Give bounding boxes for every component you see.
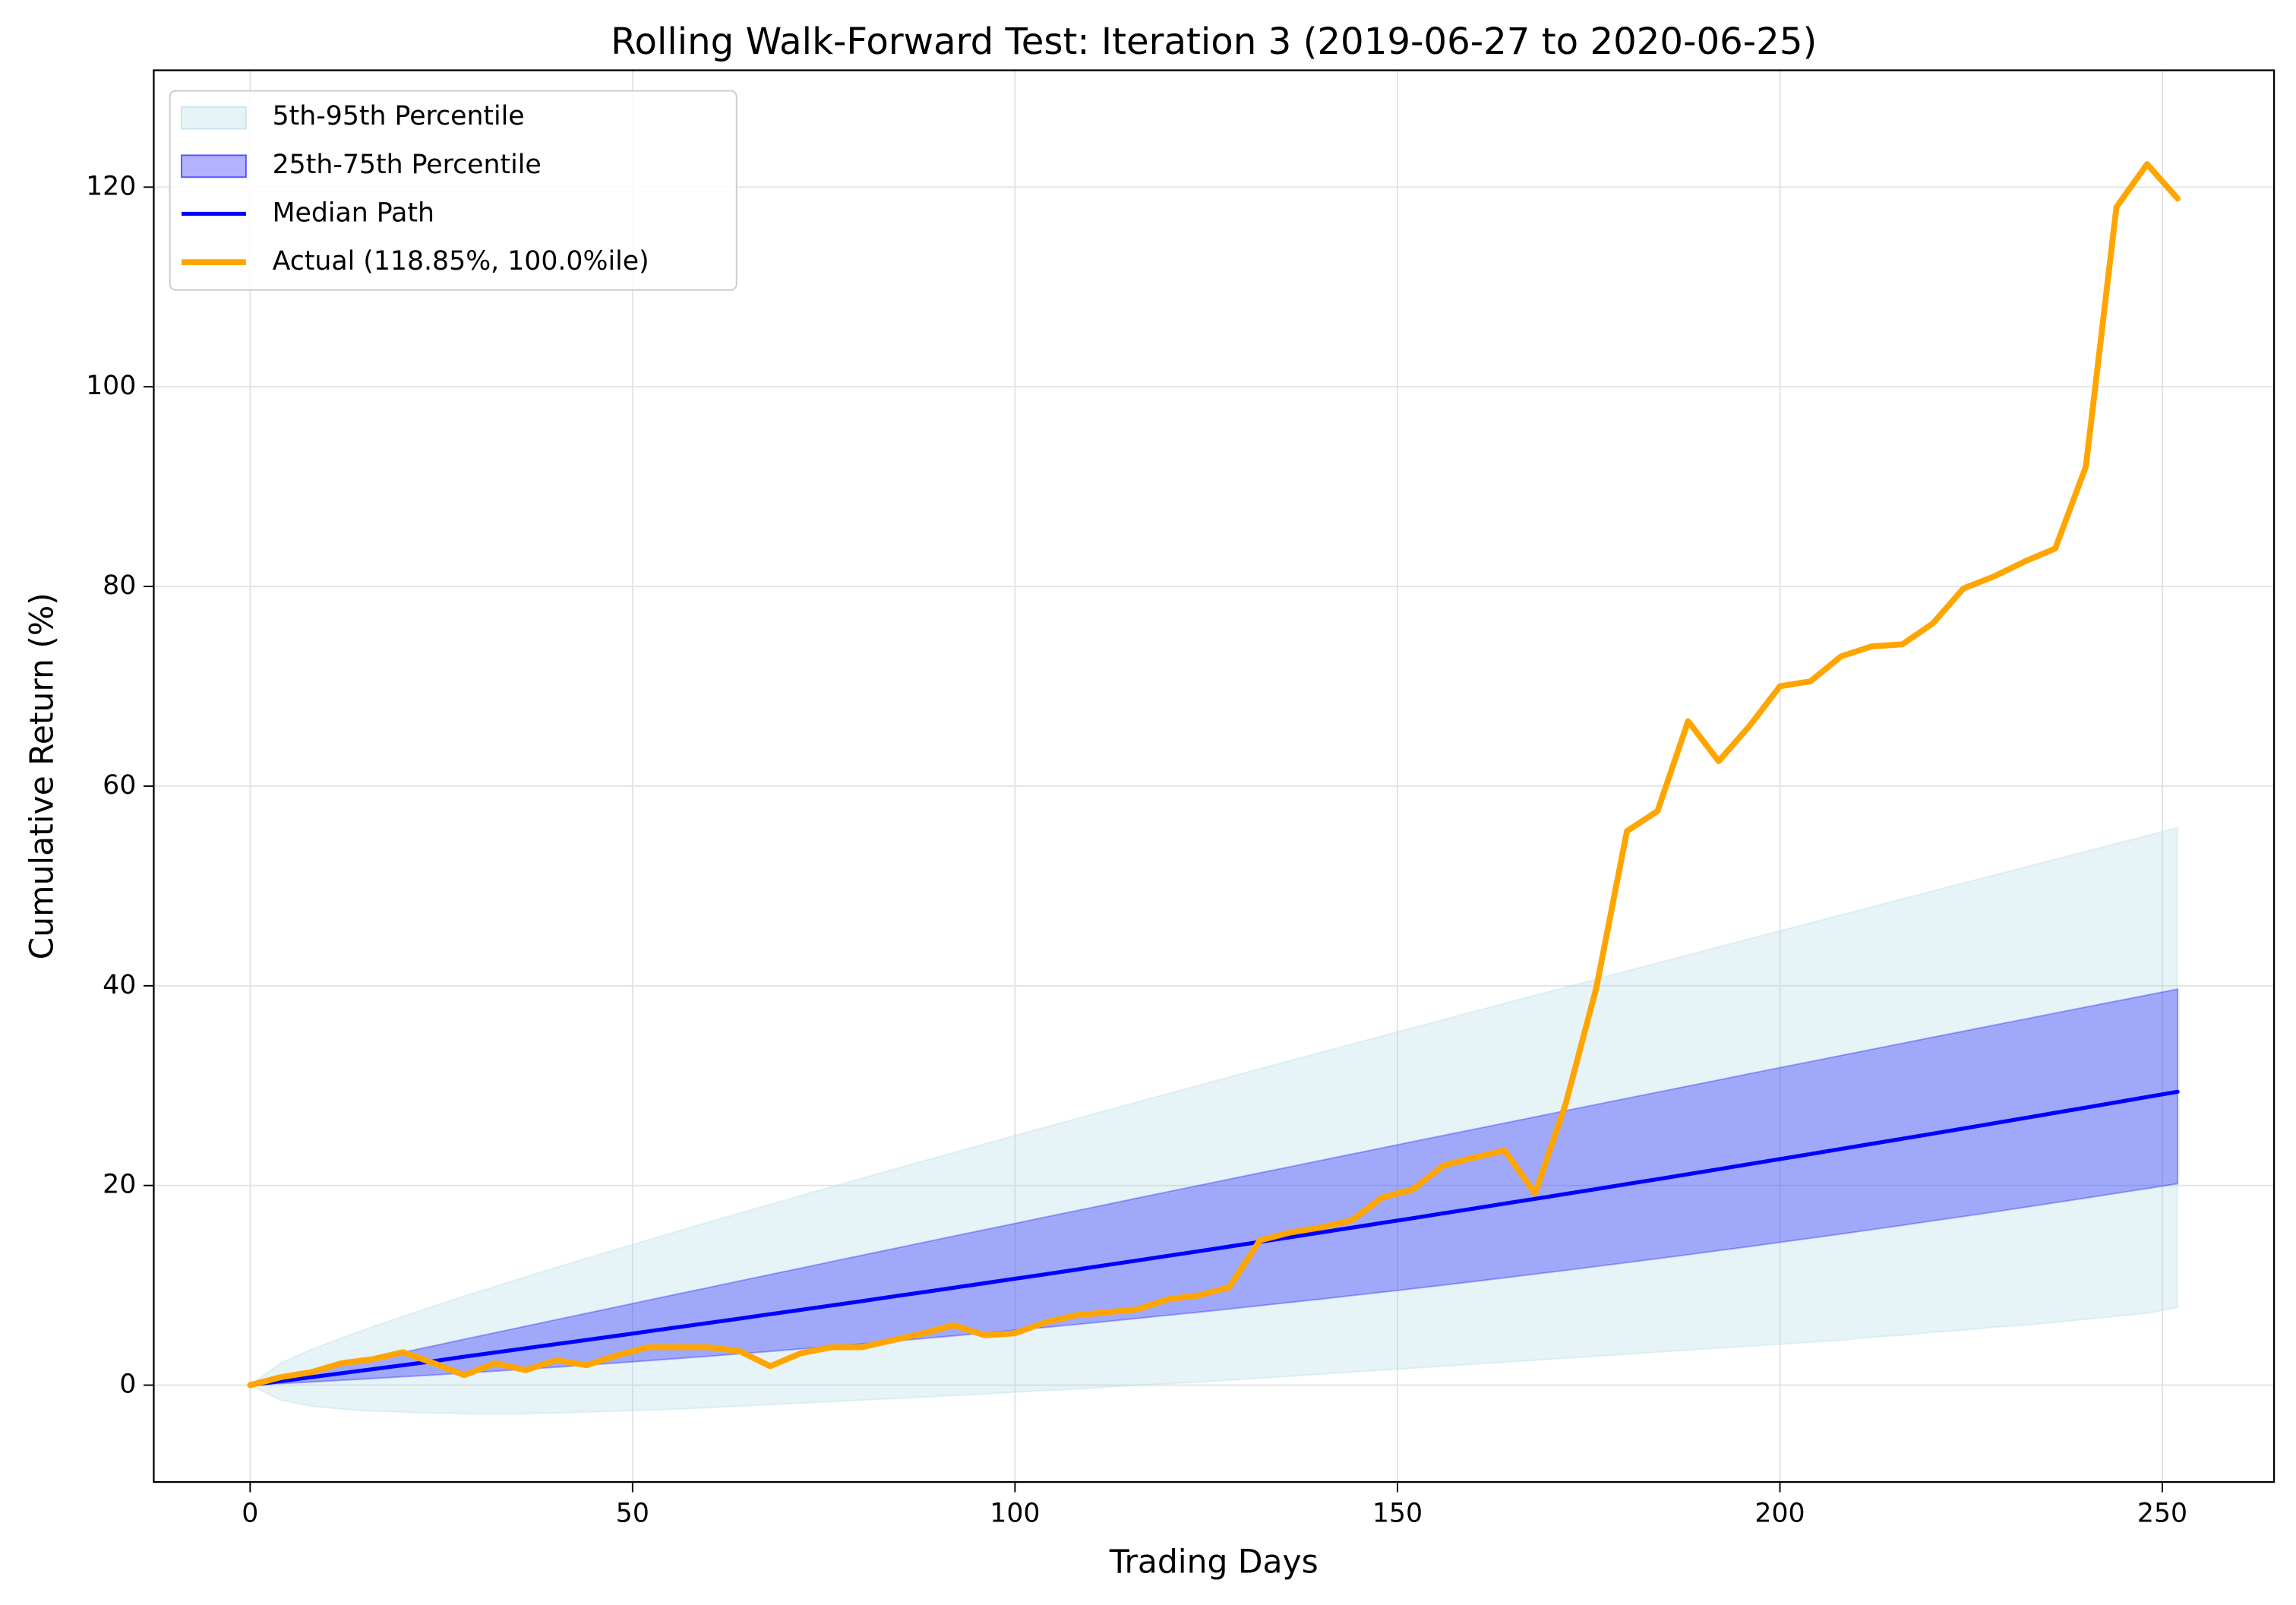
chart-title: Rolling Walk-Forward Test: Iteration 3 (… [611, 21, 1817, 63]
x-axis-label: Trading Days [1109, 1544, 1319, 1581]
y-tick-label: 40 [103, 970, 136, 1000]
legend-label: 5th-95th Percentile [273, 101, 525, 131]
series-line [247, 161, 2181, 1389]
percentile-band [248, 826, 2179, 1415]
y-tick-label: 20 [103, 1170, 136, 1200]
legend-swatch [181, 106, 247, 130]
plot-area [247, 161, 2181, 1415]
legend: 5th-95th Percentile 25th-75th Percentile M… [169, 90, 737, 291]
y-tick-label: 0 [119, 1370, 136, 1400]
x-tick-label: 200 [1754, 1498, 1805, 1528]
legend-swatch [181, 154, 247, 179]
axes-frame [153, 69, 2275, 1483]
legend-label: Actual (118.85%, 100.0%ile) [273, 246, 649, 276]
y-tick-label: 100 [86, 371, 136, 401]
legend-label: 25th-75th Percentile [273, 150, 542, 180]
ticks: 0 50 100 150 200 250 0 20 40 60 80 100 120 [86, 171, 2187, 1528]
x-tick-label: 0 [242, 1498, 258, 1528]
y-tick-label: 80 [103, 570, 136, 601]
x-tick-label: 150 [1372, 1498, 1423, 1528]
legend-box [169, 90, 737, 291]
y-tick-label: 120 [86, 171, 136, 201]
y-axis-label: Cumulative Return (%) [24, 592, 61, 959]
x-tick-label: 250 [2137, 1498, 2187, 1528]
x-tick-label: 50 [616, 1498, 649, 1528]
legend-label: Median Path [273, 197, 434, 228]
x-tick-label: 100 [990, 1498, 1040, 1528]
series-line [248, 1089, 2180, 1388]
y-tick-label: 60 [103, 770, 136, 801]
grid [153, 70, 2275, 1483]
